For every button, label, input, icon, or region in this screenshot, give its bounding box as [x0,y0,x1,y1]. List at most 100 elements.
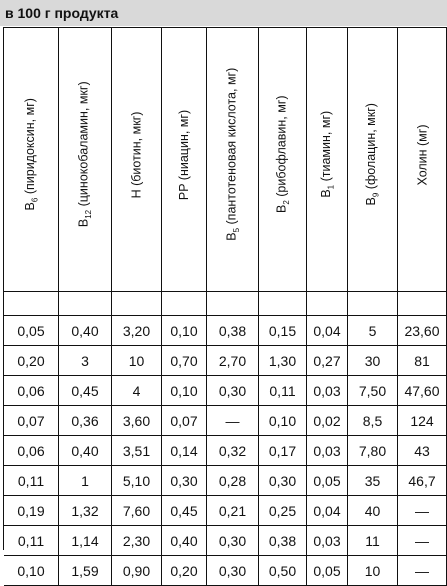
table-cell: 0,10 [162,376,207,406]
table-cell: 0,04 [307,496,348,526]
table-cell: 5,10 [112,466,162,496]
column-header: B6 (пиридоксин, мг) [4,28,59,292]
column-header-label: H (биотин, мкг) [129,111,144,198]
table-cell: — [398,556,447,586]
table-cell: 5 [348,316,398,346]
spacer-cell [207,292,259,316]
table-cell: 0,30 [207,556,259,586]
table-cell: 0,10 [4,556,59,586]
column-header-label: B6 (пиридоксин, мг) [22,98,40,211]
table-cell: 0,14 [162,436,207,466]
column-header: Холин (мг) [398,28,447,292]
table-cell: 124 [398,406,447,436]
table-cell: 1 [59,466,112,496]
spacer-cell [348,292,398,316]
table-cell: 0,36 [59,406,112,436]
spacer-cell [307,292,348,316]
column-header-subscript: 6 [30,197,40,203]
column-header-subscript: 12 [84,210,94,220]
table-cell: 0,21 [207,496,259,526]
table-cell: 35 [348,466,398,496]
table-cell: 2,70 [207,346,259,376]
table-cell: 3,20 [112,316,162,346]
table-cell: 40 [348,496,398,526]
table-cell: 0,03 [307,436,348,466]
column-header: B5 (пантотеновая кислота, мг) [207,28,259,292]
table-cell: 4 [112,376,162,406]
column-header-label: B1 (тиамин, мг) [318,111,336,198]
table-cell: 10 [348,556,398,586]
table-cell: 0,11 [4,466,59,496]
column-header: B12 (цинокобаламин, мкг) [59,28,112,292]
column-header-label: B2 (рибофлавин, мг) [274,95,291,214]
table-cell: 0,90 [112,556,162,586]
column-header-label: PP (ниацин, мг) [177,109,192,200]
column-header: B1 (тиамин, мг) [307,28,348,292]
table-cell: 3,51 [112,436,162,466]
column-header-label: B9 (фолацин, мкг) [364,103,381,206]
table-cell: 7,60 [112,496,162,526]
table-cell: 0,40 [59,316,112,346]
table-title: в 100 г продукта [0,0,447,26]
table-cell: 0,03 [307,376,348,406]
table-cell: 8,5 [348,406,398,436]
table-cell: 0,50 [259,556,307,586]
table-cell: 3 [59,346,112,376]
spacer-cell [112,292,162,316]
table-cell: 0,45 [162,496,207,526]
spacer-cell [4,292,59,316]
table-cell: 0,07 [162,406,207,436]
table-cell: 0,30 [162,466,207,496]
table-cell: 0,38 [207,316,259,346]
table-cell: 0,05 [307,556,348,586]
spacer-cell [398,292,447,316]
table-cell: — [398,496,447,526]
column-header-subscript: 5 [231,228,241,233]
table-cell: 1,59 [59,556,112,586]
table-cell: 0,15 [259,316,307,346]
table-cell: 0,02 [307,406,348,436]
table-cell: 0,17 [259,436,307,466]
table-cell: — [207,406,259,436]
table-cell: 7,50 [348,376,398,406]
table-cell: 1,30 [259,346,307,376]
column-header: B2 (рибофлавин, мг) [259,28,307,292]
table-cell: 1,32 [59,496,112,526]
column-header-subscript: 1 [326,185,336,190]
table-cell: 0,06 [4,376,59,406]
table-cell: 0,05 [4,316,59,346]
table-cell: 0,40 [59,436,112,466]
table-cell: 81 [398,346,447,376]
table-cell: 0,27 [307,346,348,376]
table-cell: 30 [348,346,398,376]
table-cell: 3,60 [112,406,162,436]
table-cell: 0,30 [259,466,307,496]
spacer-cell [162,292,207,316]
table-cell: 0,04 [307,316,348,346]
table-cell: 0,10 [162,316,207,346]
table-cell: 0,30 [207,376,259,406]
table-cell: 0,28 [207,466,259,496]
column-header: B9 (фолацин, мкг) [348,28,398,292]
table-cell: 46,7 [398,466,447,496]
table-cell: 0,32 [207,436,259,466]
column-header-label: B12 (цинокобаламин, мкг) [76,81,94,228]
spacer-cell [59,292,112,316]
table-cell: 10 [112,346,162,376]
table-cell: 0,20 [4,346,59,376]
table-cell: 0,05 [307,466,348,496]
table-cell: 0,70 [162,346,207,376]
table-cell: 0,06 [4,436,59,466]
table-cell: 47,60 [398,376,447,406]
table-cell: 0,19 [4,496,59,526]
column-header-subscript: 9 [371,192,381,198]
table-cell: 0,20 [162,556,207,586]
table-cell: 0,11 [259,376,307,406]
column-header-label: Холин (мг) [415,123,430,186]
table-cell: 0,45 [59,376,112,406]
column-header: H (биотин, мкг) [112,28,162,292]
spacer-cell [259,292,307,316]
table-cell: 43 [398,436,447,466]
table-cell: 23,60 [398,316,447,346]
column-header-label: B5 (пантотеновая кислота, мг) [224,67,241,242]
